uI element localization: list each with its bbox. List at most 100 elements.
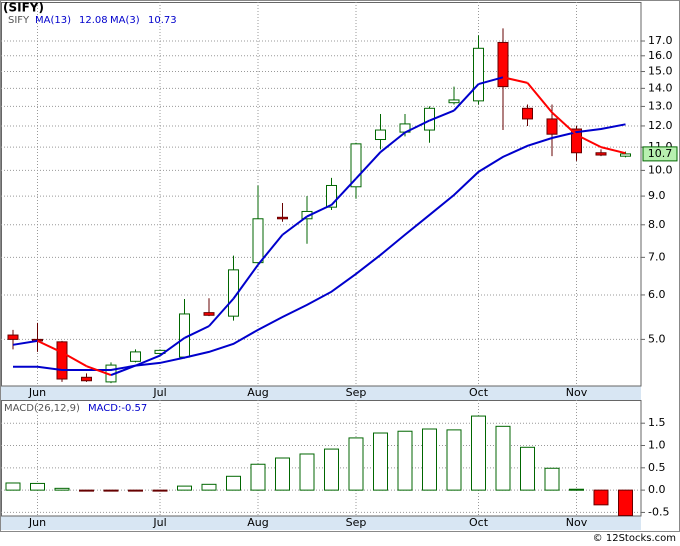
macd-bar [201,483,217,491]
legend-ma13: MA(13) [35,15,71,26]
x-tick-label: Nov [566,516,588,529]
macd-bar [397,430,413,491]
candle-body [546,118,558,135]
ma-segment [355,151,382,180]
macd-bar [520,446,535,491]
y-tick-label: 5.0 [648,332,666,345]
candle-body [350,143,362,188]
price-frame [1,2,642,387]
legend-symbol: SIFY [8,15,30,26]
macd-value-legend: MACD:-0.57 [88,403,147,414]
macd-bar [299,453,315,491]
macd-bar [422,428,437,491]
macd-bar [471,415,486,491]
legend-ma3-value: 10.73 [148,15,177,26]
candle-body [81,376,92,382]
y-tick-label: 17.0 [648,34,673,47]
macd-bar [79,489,94,492]
ma-line [13,123,626,372]
y-tick-label: 8.0 [648,218,666,231]
x-tick-label: Jul [152,516,166,529]
x-tick-label: Aug [247,516,268,529]
macd-bar [103,489,119,492]
macd-bar [544,467,560,491]
macd-bar [495,425,511,491]
candle-body [56,341,68,380]
x-tick-label: Sep [346,386,367,399]
ma-segment [330,177,357,206]
candle-body [252,218,264,264]
macd-bar [128,489,143,492]
y-tick-label: 0.5 [648,461,666,474]
legend-ma13-value: 12.08 [79,15,108,26]
x-tick-label: Sep [346,516,367,529]
ma-segment [257,234,284,266]
ma-segment [61,351,87,368]
y-tick-label: 15.0 [648,65,673,78]
macd-bar [324,448,339,491]
y-tick-label: 0.0 [648,483,666,496]
macd-value: -0.57 [121,403,147,414]
macd-bar [618,489,633,517]
macd-bar [373,432,388,491]
candle-body [497,41,509,88]
candle-body [448,99,460,104]
candle-body [7,334,19,340]
macd-bar [152,489,168,492]
macd-bar [226,475,241,491]
ma-segment [281,215,308,236]
macd-bar [5,482,21,491]
outer-frame [0,0,680,532]
date-band [1,516,641,530]
ma-segment [478,76,504,86]
ma-segment [208,297,235,327]
candle-body [522,107,533,120]
macd-bar [446,429,462,491]
x-tick-label: Jul [152,386,166,399]
candle-body [571,128,582,154]
last-price-label: 10.7 [648,147,673,160]
y-tick-label: 16.0 [648,49,673,62]
y-tick-label: 1.0 [648,439,666,452]
ma-segment [232,264,259,300]
date-band [1,386,641,400]
y-tick-label: 14.0 [648,81,673,94]
x-tick-label: Jun [28,386,46,399]
x-tick-label: Oct [469,516,489,529]
macd-legend: MACD(26,12,9) [4,403,80,414]
macd-label: MACD: [88,403,121,414]
ma-segment [576,133,602,149]
candle-body [473,47,484,102]
ma-segment [600,146,626,155]
y-tick-label: 6.0 [648,288,666,301]
ma-segment [429,109,455,122]
y-tick-label: 9.0 [648,189,666,202]
ma-segment [453,83,480,112]
macd-bar [348,437,364,491]
macd-bar [569,488,584,491]
ma-segment [184,325,210,339]
macd-bar [30,482,45,491]
macd-bar [54,487,70,491]
y-tick-label: 13.0 [648,99,673,112]
macd-frame [1,400,642,517]
ma-segment [526,82,553,114]
candle-body [277,216,288,220]
y-tick-label: 12.0 [648,119,673,132]
credit: © 12Stocks.com [593,533,676,544]
ma-segment [551,111,578,136]
ma-segment [379,131,406,153]
ma-segment [37,339,63,354]
ma-segment [110,364,136,376]
last-price-box [642,146,678,162]
y-tick-label: -0.5 [648,505,669,518]
y-tick-label: 7.0 [648,250,666,263]
candle-body [130,351,141,362]
candle-body [203,312,215,316]
legend-ma3: MA(3) [110,15,140,26]
ma-segment [306,204,332,218]
candle-body [375,129,386,141]
ma-segment [12,339,38,346]
x-tick-label: Aug [247,386,268,399]
